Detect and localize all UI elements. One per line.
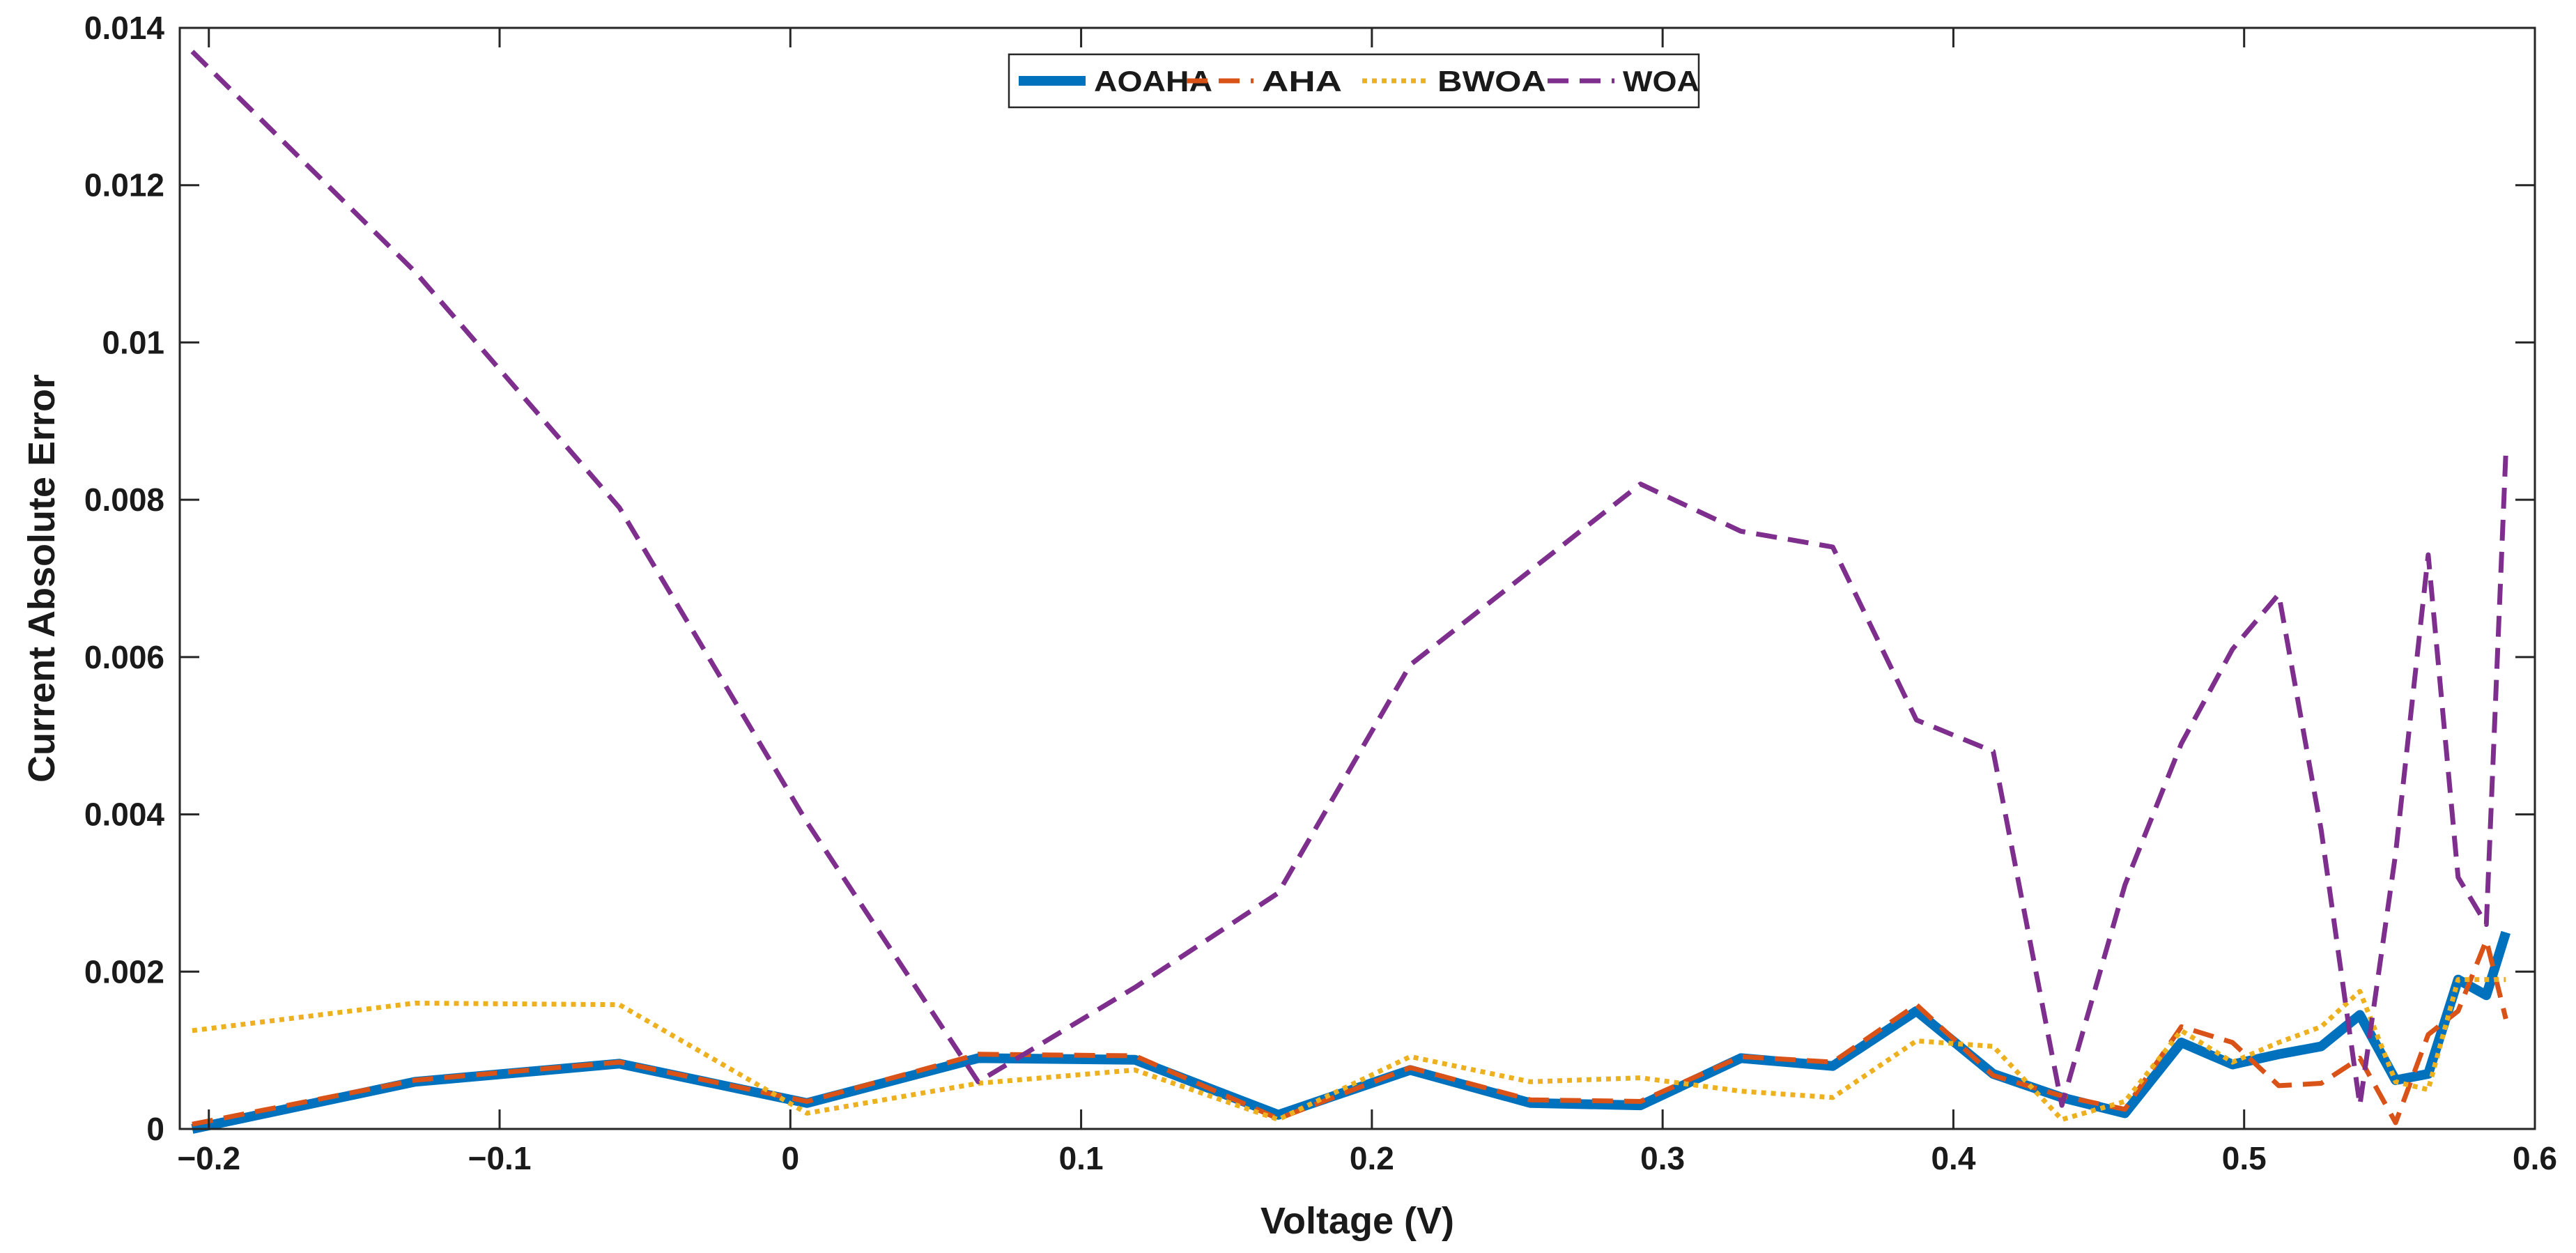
y-axis-title: Current Absolute Error — [21, 374, 63, 783]
x-tick-label: 0.6 — [2513, 1140, 2557, 1176]
y-tick-label: 0.014 — [84, 10, 165, 46]
x-axis-ticks: −0.2 −0.1 0 0.1 0.2 0.3 0.4 0.5 0.6 — [177, 28, 2557, 1176]
y-tick-label: 0 — [146, 1111, 164, 1147]
series-line-woa — [190, 49, 2508, 1108]
legend-label-aha: AHA — [1262, 65, 1342, 98]
y-tick-label: 0.01 — [102, 324, 164, 360]
series-line-aoaha — [191, 930, 2511, 1134]
x-tick-label: −0.1 — [468, 1140, 532, 1176]
legend: AOAHA AHA BWOA WOA — [1008, 53, 1700, 109]
plot-area-border — [178, 26, 2536, 1130]
legend-label-bwoa: BWOA — [1437, 65, 1546, 98]
x-tick-label: 0.5 — [2222, 1140, 2267, 1176]
x-tick-label: 0.1 — [1059, 1140, 1104, 1176]
series-line-aha — [192, 937, 2508, 1127]
y-tick-label: 0.008 — [84, 482, 164, 518]
y-tick-label: 0.006 — [84, 639, 164, 675]
y-tick-label: 0.004 — [84, 797, 165, 833]
x-tick-label: −0.2 — [177, 1140, 240, 1176]
legend-label-woa: WOA — [1623, 65, 1699, 98]
series-line-bwoa — [192, 977, 2506, 1122]
legend-items: AOAHA AHA BWOA WOA — [1019, 65, 1699, 98]
y-tick-label: 0.012 — [84, 167, 164, 203]
series-layer — [190, 49, 2511, 1134]
x-tick-label: 0.3 — [1640, 1140, 1685, 1176]
y-axis-ticks: 0 0.002 0.004 0.006 0.008 0.01 0.012 0.014 — [84, 10, 2535, 1147]
x-axis-title: Voltage (V) — [1260, 1200, 1454, 1242]
x-tick-label: 0.4 — [1931, 1140, 1975, 1176]
y-tick-label: 0.002 — [84, 953, 164, 990]
x-tick-label: 0.2 — [1350, 1140, 1394, 1176]
x-tick-label: 0 — [781, 1140, 799, 1176]
